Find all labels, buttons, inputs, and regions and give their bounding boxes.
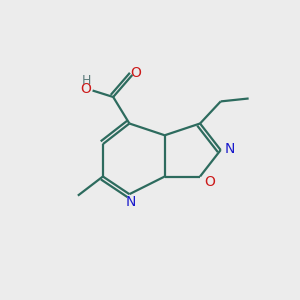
Text: O: O — [81, 82, 92, 96]
Text: H: H — [81, 74, 91, 87]
Text: N: N — [126, 195, 136, 209]
Text: O: O — [130, 66, 141, 80]
Text: N: N — [225, 142, 235, 155]
Text: O: O — [204, 175, 215, 189]
